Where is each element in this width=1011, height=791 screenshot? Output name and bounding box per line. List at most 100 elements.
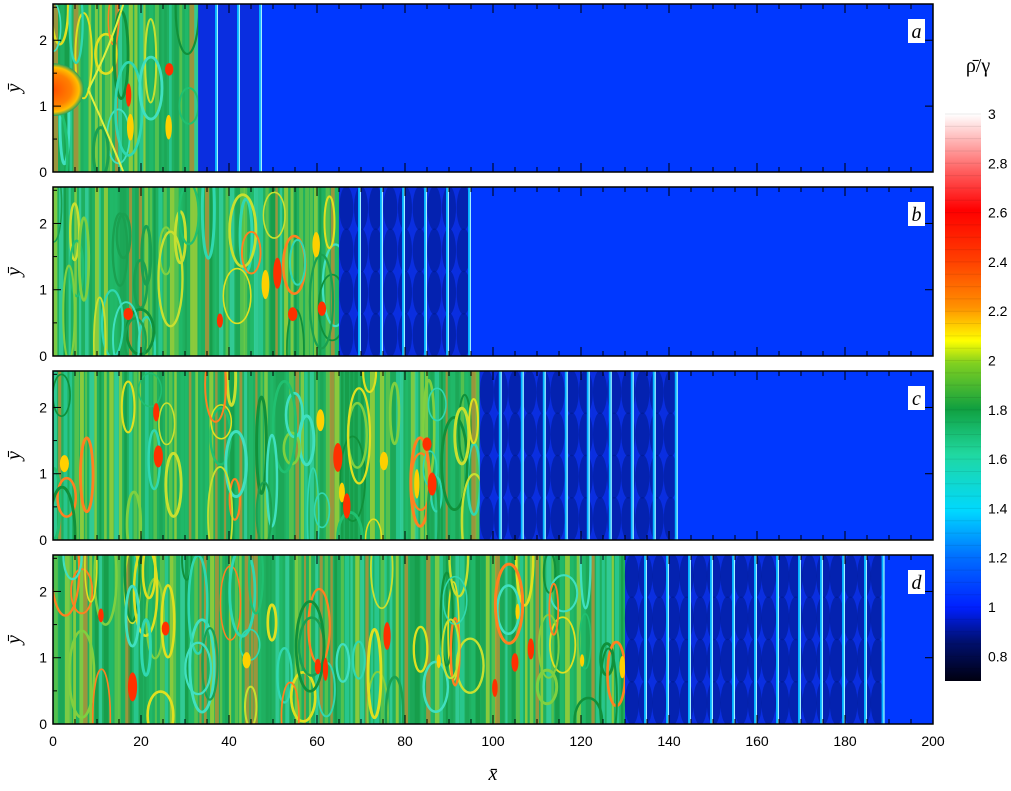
colorbar-tick-label: 2 [988, 353, 996, 369]
turbulent-stripe [325, 187, 330, 356]
y-tick-label: 2 [39, 583, 47, 599]
cell-structure [140, 618, 152, 677]
wave-line-highlight [632, 371, 634, 540]
hot-spot [165, 63, 174, 76]
cell-structure [384, 675, 405, 724]
turbulent-stripe [209, 187, 213, 356]
wave-line-highlight [654, 371, 656, 540]
wave-cell [761, 596, 776, 641]
cell-structure [225, 371, 238, 407]
cell-structure [53, 373, 71, 418]
turbulent-stripe [434, 555, 440, 724]
turbulent-stripe [103, 555, 109, 724]
cell-structure [92, 296, 107, 356]
turbulent-stripe [205, 187, 210, 356]
cell-structure [388, 381, 401, 446]
wave-cell [522, 371, 537, 415]
turbulent-stripe [319, 187, 322, 356]
turbulent-stripe [290, 187, 294, 356]
turbulent-stripe [445, 371, 448, 540]
wave-line [237, 4, 240, 172]
turbulent-stripe [389, 555, 393, 724]
y-axis-label: ȳ [3, 634, 25, 646]
wave-cell [550, 496, 565, 540]
wave-cell [635, 454, 650, 499]
wave-cell [652, 638, 667, 683]
cell-structure [53, 485, 77, 540]
turbulent-stripe [219, 555, 223, 724]
panel-field [53, 555, 933, 724]
wave-cell [368, 312, 383, 356]
cell-structure [294, 600, 326, 693]
turbulent-stripe [601, 555, 605, 724]
turbulent-stripe [475, 371, 479, 540]
x-tick-label: 180 [833, 733, 857, 749]
turbulent-stripe [53, 187, 58, 356]
cell-structure [228, 555, 257, 638]
cell-structure [548, 582, 560, 636]
turbulent-stripe [460, 371, 465, 540]
turbulent-stripe [450, 371, 456, 540]
turbulent-stripe [180, 371, 185, 540]
turbulent-stripe [366, 371, 369, 540]
turbulent-stripe [184, 187, 187, 356]
wave-cell [734, 596, 749, 641]
hot-spot [127, 672, 138, 702]
cell-structure [289, 238, 307, 286]
turbulent-stripe [179, 4, 183, 172]
wave-cell [564, 454, 579, 499]
turbulent-stripe [74, 187, 77, 356]
wave-cell [679, 638, 694, 683]
wave-cell [829, 680, 844, 724]
wave-cell [816, 638, 831, 683]
turbulent-stripe [519, 555, 524, 724]
x-tick-label: 120 [569, 733, 593, 749]
x-axis: 0 20 40 60 80 100 120 140 160 180 200 [49, 733, 945, 749]
wave-line-highlight [667, 555, 669, 724]
turbulent-stripe [99, 4, 102, 172]
turbulent-stripe [195, 371, 198, 540]
turbulent-stripe [143, 4, 146, 172]
cell-structure [111, 212, 129, 287]
wave-cell [802, 596, 817, 641]
hot-spot [125, 83, 132, 107]
wave-line-highlight [733, 555, 735, 724]
turbulent-stripe [128, 555, 132, 724]
y-tick-label: 0 [39, 164, 47, 180]
cell-structure [468, 397, 479, 445]
wave-line-highlight [522, 371, 524, 540]
cell-structure [140, 224, 153, 286]
hot-spot [242, 652, 251, 669]
turbulent-stripe [304, 371, 308, 540]
wave-cell [593, 496, 608, 540]
cell-structure [181, 555, 193, 581]
cell-structure [124, 584, 141, 648]
wave-line [644, 555, 647, 724]
turbulent-stripe [144, 371, 149, 540]
cell-structure [453, 406, 471, 466]
wave-line [520, 371, 524, 540]
hot-spot [261, 269, 270, 300]
cell-structure [265, 433, 279, 528]
wave-cell [843, 638, 858, 683]
wave-cell [427, 270, 442, 315]
cell-structure [323, 195, 336, 250]
wave-cell [652, 680, 667, 724]
turbulent-stripe [163, 187, 167, 356]
cell-structure [351, 640, 366, 680]
cell-structure [123, 555, 141, 623]
wave-cell [816, 680, 831, 724]
hot-spot [338, 482, 345, 503]
cell-structure [222, 267, 252, 325]
cell-structure [598, 647, 618, 724]
cell-structure [188, 618, 216, 714]
wave-line-highlight [821, 555, 823, 724]
wave-cell [665, 638, 680, 683]
wave-cell [624, 638, 639, 683]
wave-cell [802, 680, 817, 724]
turbulent-stripe [360, 555, 365, 724]
wave-cell [734, 680, 749, 724]
turbulent-stripe [395, 555, 399, 724]
wave-cell [663, 454, 678, 499]
